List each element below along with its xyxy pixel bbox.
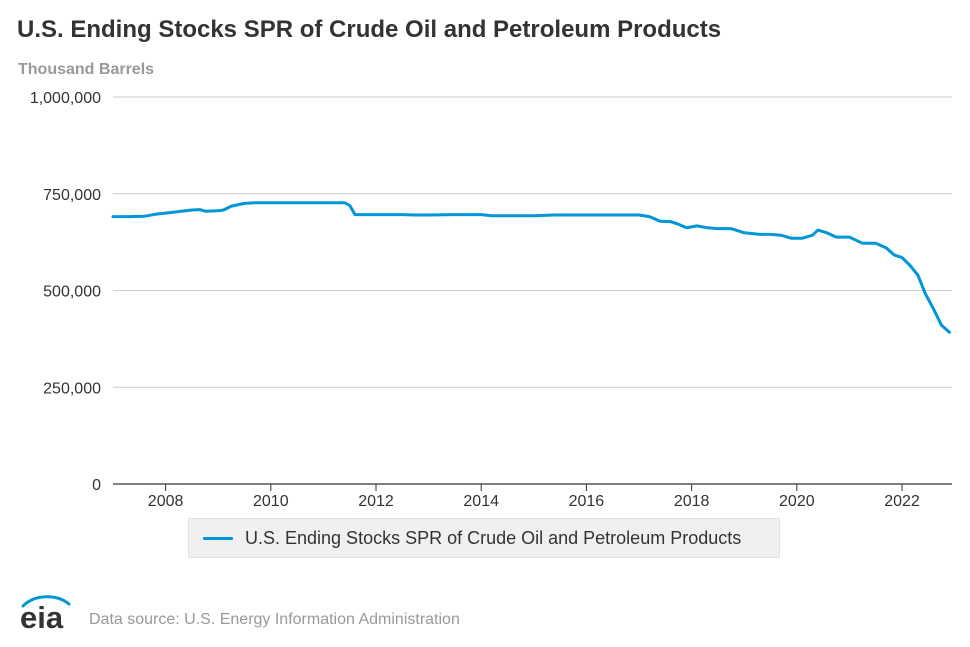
data-point[interactable] — [553, 214, 556, 217]
logo-text: eia — [20, 600, 64, 634]
data-point[interactable] — [490, 214, 493, 217]
data-point[interactable] — [790, 237, 793, 240]
x-axis-ticks: 2008 2010 2012 2014 2016 2018 2020 2022 — [148, 484, 920, 510]
data-point[interactable] — [659, 220, 662, 223]
y-tick-label: 750,000 — [43, 187, 101, 204]
data-point[interactable] — [835, 236, 838, 239]
data-point[interactable] — [769, 233, 772, 236]
data-point[interactable] — [401, 213, 404, 216]
data-point[interactable] — [677, 223, 680, 226]
data-point[interactable] — [480, 213, 483, 216]
data-point[interactable] — [901, 256, 904, 259]
eia-logo: eia — [20, 595, 71, 634]
series-line — [111, 201, 951, 334]
data-point[interactable] — [198, 208, 201, 211]
data-point[interactable] — [427, 214, 430, 217]
data-point[interactable] — [759, 233, 762, 236]
data-point[interactable] — [269, 201, 272, 204]
chart-title: U.S. Ending Stocks SPR of Crude Oil and … — [17, 16, 722, 43]
data-point[interactable] — [874, 242, 877, 245]
x-tick-label: 2020 — [779, 493, 815, 510]
y-tick-label: 0 — [92, 477, 101, 494]
x-tick-label: 2010 — [253, 493, 289, 510]
data-point[interactable] — [648, 215, 651, 218]
data-point[interactable] — [348, 204, 351, 207]
series-layer — [111, 201, 951, 334]
data-point[interactable] — [924, 293, 927, 296]
data-point[interactable] — [180, 210, 183, 213]
data-point[interactable] — [706, 226, 709, 229]
x-tick-label: 2016 — [569, 493, 605, 510]
data-point[interactable] — [730, 227, 733, 230]
data-point[interactable] — [143, 215, 146, 218]
data-point[interactable] — [940, 324, 943, 327]
data-point[interactable] — [164, 212, 167, 215]
data-point[interactable] — [816, 229, 819, 232]
data-point[interactable] — [916, 274, 919, 277]
data-point[interactable] — [127, 215, 130, 218]
data-point[interactable] — [532, 214, 535, 217]
y-tick-label: 500,000 — [43, 284, 101, 301]
data-point[interactable] — [585, 214, 588, 217]
data-point[interactable] — [932, 308, 935, 311]
data-point[interactable] — [695, 224, 698, 227]
y-axis-units: Thousand Barrels — [18, 61, 155, 78]
data-point[interactable] — [322, 201, 325, 204]
data-point[interactable] — [343, 201, 346, 204]
data-point[interactable] — [204, 210, 207, 213]
y-axis-ticks: 0 250,000 500,000 750,000 1,000,000 — [30, 90, 101, 494]
data-point[interactable] — [254, 201, 257, 204]
data-point[interactable] — [375, 213, 378, 216]
data-point[interactable] — [948, 331, 951, 334]
data-point[interactable] — [893, 253, 896, 256]
x-tick-label: 2018 — [674, 493, 710, 510]
data-point[interactable] — [506, 214, 509, 217]
data-source: Data source: U.S. Energy Information Adm… — [89, 611, 460, 628]
x-tick-label: 2008 — [148, 493, 184, 510]
data-point[interactable] — [559, 214, 562, 217]
grid-lines — [113, 96, 952, 485]
data-point[interactable] — [154, 213, 157, 216]
data-point[interactable] — [861, 242, 864, 245]
legend-label: U.S. Ending Stocks SPR of Crude Oil and … — [245, 527, 742, 548]
data-point[interactable] — [685, 226, 688, 229]
data-point[interactable] — [885, 246, 888, 249]
y-tick-label: 250,000 — [43, 380, 101, 397]
legend-swatch — [203, 536, 233, 540]
data-point[interactable] — [453, 213, 456, 216]
data-point[interactable] — [222, 209, 225, 212]
data-point[interactable] — [354, 213, 357, 216]
data-point[interactable] — [801, 237, 804, 240]
data-point[interactable] — [296, 201, 299, 204]
data-point[interactable] — [811, 234, 814, 237]
data-point[interactable] — [217, 209, 220, 212]
data-point[interactable] — [638, 214, 641, 217]
data-point[interactable] — [230, 205, 233, 208]
data-point[interactable] — [780, 234, 783, 237]
y-tick-label: 1,000,000 — [30, 90, 101, 107]
data-point[interactable] — [669, 220, 672, 223]
data-point[interactable] — [414, 214, 417, 217]
data-point[interactable] — [112, 215, 115, 218]
data-point[interactable] — [908, 264, 911, 267]
data-point[interactable] — [243, 202, 246, 205]
data-point[interactable] — [824, 231, 827, 234]
data-point[interactable] — [743, 231, 746, 234]
data-point[interactable] — [716, 227, 719, 230]
data-point[interactable] — [848, 236, 851, 239]
chart-legend[interactable]: U.S. Ending Stocks SPR of Crude Oil and … — [188, 518, 780, 558]
x-tick-label: 2012 — [358, 493, 394, 510]
data-point[interactable] — [611, 214, 614, 217]
x-tick-label: 2014 — [463, 493, 499, 510]
x-tick-label: 2022 — [884, 493, 920, 510]
data-point[interactable] — [190, 209, 193, 212]
